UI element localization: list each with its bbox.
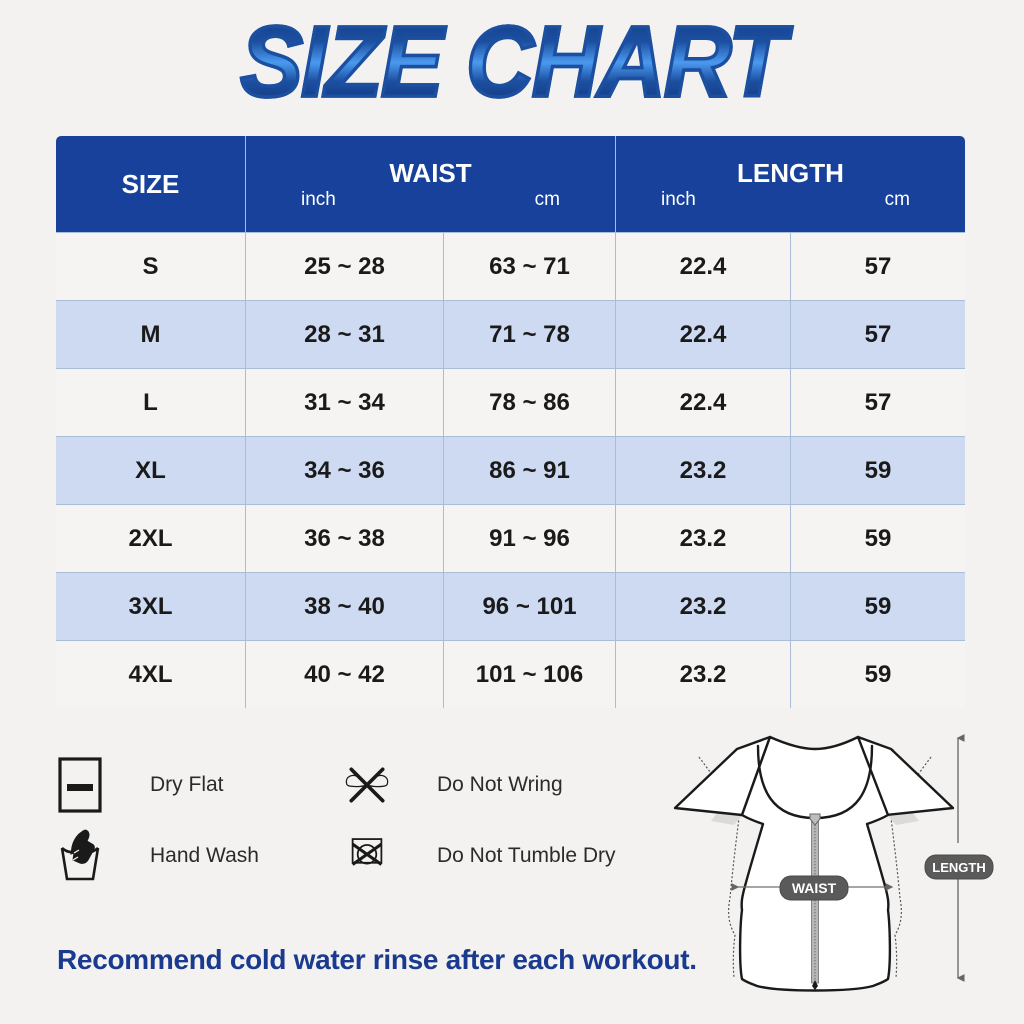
- svg-text:LENGTH: LENGTH: [932, 860, 985, 875]
- svg-text:WAIST: WAIST: [792, 880, 837, 896]
